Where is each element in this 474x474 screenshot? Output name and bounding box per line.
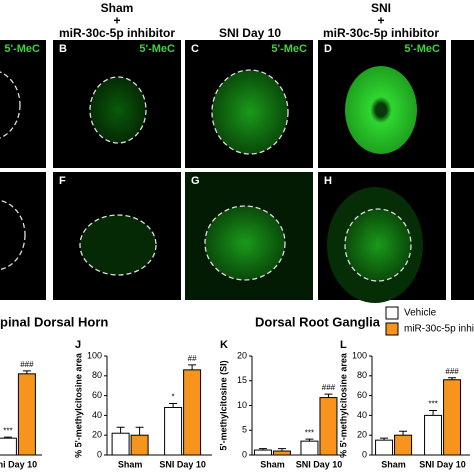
- y-tick-label: 5: [242, 425, 247, 435]
- bar: [253, 449, 272, 456]
- panel-letter: K: [220, 339, 228, 351]
- x-tick-label: SNI Day 10: [296, 459, 343, 469]
- panel-letter: G: [191, 175, 200, 187]
- panel-letter: J: [75, 339, 81, 351]
- error-bar: [169, 403, 178, 408]
- charts: ni Day 10***###J% 5'-methylcitosine area…: [0, 339, 470, 469]
- panel-letter: D: [324, 43, 332, 55]
- significance: ###: [20, 360, 34, 369]
- bar: [111, 432, 130, 456]
- bar: [164, 406, 183, 456]
- error-bar: [399, 430, 408, 436]
- y-axis-label: % 5'-methylcitosine area: [73, 352, 83, 458]
- significance: ***: [305, 428, 314, 437]
- panel-letter: C: [191, 43, 199, 55]
- y-tick-label: 60: [357, 390, 367, 400]
- panel-letter: F: [59, 175, 66, 187]
- y-tick-label: 10: [237, 400, 247, 410]
- y-tick-label: 80: [357, 370, 367, 380]
- y-tick-label: 40: [92, 410, 102, 420]
- x-tick-label: Sham: [381, 459, 406, 469]
- y-tick-label: 20: [237, 350, 247, 360]
- bar: [319, 397, 338, 456]
- bar: [300, 440, 319, 456]
- x-tick-label: Sham: [260, 459, 285, 469]
- significance: ***: [3, 426, 12, 435]
- column-header: miR-30c-5p inhibitor: [323, 26, 439, 40]
- y-tick-label: 0: [242, 449, 247, 459]
- error-bar: [188, 364, 197, 370]
- panel-letter: L: [340, 339, 347, 351]
- error-bar: [448, 377, 457, 380]
- stain-label: 5'-MeC: [139, 43, 175, 55]
- section-title: Dorsal Root Ganglia: [255, 314, 381, 329]
- significance: ##: [188, 354, 197, 363]
- bar: [272, 450, 291, 456]
- x-tick-label: SNI Day 10: [159, 459, 206, 469]
- bar: [0, 437, 17, 456]
- column-header: miR-30c-5p inhibitor: [59, 26, 175, 40]
- y-tick-label: 100: [352, 350, 367, 360]
- stain-label: 5'-MeC: [271, 43, 307, 55]
- column-header: SNI: [371, 1, 391, 15]
- y-tick-label: 0: [97, 449, 102, 459]
- error-bar: [429, 409, 438, 416]
- bar: [443, 379, 462, 456]
- y-tick-label: 0: [362, 449, 367, 459]
- error-bar: [380, 437, 389, 441]
- y-tick-label: 100: [87, 350, 102, 360]
- column-header: SNI Day 10: [219, 26, 281, 40]
- bar: [424, 414, 443, 456]
- error-bar: [277, 448, 286, 452]
- error-bar: [258, 448, 267, 451]
- stain-label: 5'-MeC: [404, 43, 440, 55]
- error-bar: [305, 438, 314, 442]
- y-tick-label: 20: [92, 430, 102, 440]
- significance: ###: [445, 367, 459, 376]
- column-header: Sham: [101, 1, 134, 15]
- y-axis-label: 5'-methylcitosine (SI): [218, 360, 228, 450]
- error-bar: [116, 426, 125, 434]
- micrographs: [0, 40, 474, 303]
- legend-swatch: [385, 322, 399, 336]
- bar: [183, 369, 202, 456]
- column-header: +: [113, 14, 120, 28]
- error-bar: [135, 426, 144, 436]
- significance: *: [172, 393, 175, 402]
- bar: [394, 434, 413, 456]
- x-tick-label: ni Day 10: [0, 459, 37, 469]
- bar: [375, 439, 394, 456]
- y-tick-label: 80: [92, 370, 102, 380]
- bar: [130, 434, 149, 456]
- y-tick-label: 60: [92, 390, 102, 400]
- error-bar: [324, 393, 333, 398]
- y-tick-label: 20: [357, 430, 367, 440]
- column-header: +: [377, 14, 384, 28]
- x-tick-label: SNI Day 10: [419, 459, 466, 469]
- y-axis-label: % 5'-methylcitosine area: [338, 352, 348, 458]
- significance: ***: [428, 400, 437, 409]
- panel-letter: H: [324, 175, 332, 187]
- significance: ###: [322, 383, 336, 392]
- error-bar: [3, 436, 12, 439]
- error-bar: [22, 370, 31, 374]
- section-title: pinal Dorsal Horn: [0, 314, 108, 329]
- y-tick-label: 15: [237, 375, 247, 385]
- x-tick-label: Sham: [118, 459, 143, 469]
- bar: [17, 373, 36, 456]
- panel-letter: B: [59, 43, 67, 55]
- legend-label: miR-30c-5p inhibitor: [404, 324, 474, 335]
- stain-label: 5'-MeC: [4, 43, 40, 55]
- legend-label: Vehicle: [404, 308, 437, 319]
- labels: Sham+miR-30c-5p inhibitor SNI Day 10SNI+m…: [0, 1, 474, 336]
- y-tick-label: 40: [357, 410, 367, 420]
- legend-swatch: [385, 306, 399, 320]
